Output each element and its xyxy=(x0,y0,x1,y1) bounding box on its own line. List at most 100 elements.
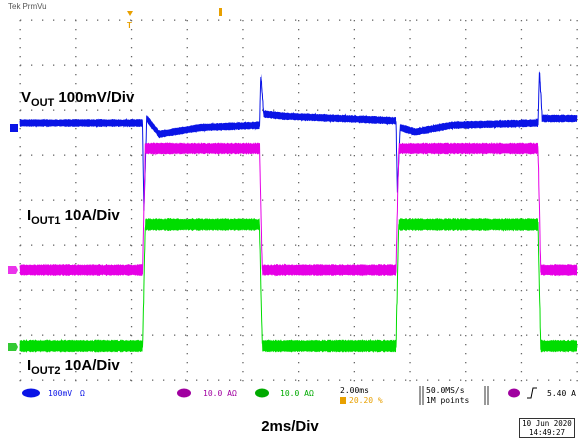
grid-dot xyxy=(306,289,308,291)
grid-dot xyxy=(31,19,33,21)
grid-dot xyxy=(353,146,355,148)
grid-dot xyxy=(31,379,33,381)
grid-dot xyxy=(405,109,407,111)
grid-dot xyxy=(520,353,523,355)
grid-dot xyxy=(465,380,467,382)
grid-dot xyxy=(186,380,188,382)
grid-dot xyxy=(185,244,187,246)
grid-dot xyxy=(298,200,300,202)
grid-dot xyxy=(75,128,77,130)
grid-dot xyxy=(42,199,44,201)
grid-dot xyxy=(409,200,411,202)
trigger-source-badge[interactable] xyxy=(508,388,520,398)
grid-dot xyxy=(130,47,133,49)
grid-dot xyxy=(295,19,297,21)
ch1-badge[interactable] xyxy=(22,388,40,398)
grid-dot xyxy=(186,47,188,49)
grid-dot xyxy=(31,199,33,201)
grid-dot xyxy=(353,218,355,220)
grid-dot xyxy=(576,146,578,148)
grid-dot xyxy=(361,199,363,201)
grid-dot xyxy=(576,326,578,328)
grid-dot xyxy=(353,191,355,193)
grid-dot xyxy=(186,245,188,247)
grid-dot xyxy=(242,272,244,274)
grid-dot xyxy=(515,64,517,66)
grid-dot xyxy=(229,64,231,66)
grid-dot xyxy=(262,19,264,21)
grid-dot xyxy=(186,119,188,121)
grid-dot xyxy=(152,109,154,111)
grid-dot xyxy=(229,109,231,111)
grid-dot xyxy=(196,19,198,21)
grid-dot xyxy=(515,379,517,381)
grid-dot xyxy=(353,164,355,166)
grid-dot xyxy=(75,38,77,40)
grid-dot xyxy=(416,379,418,381)
grid-dot xyxy=(438,379,440,381)
grid-dot xyxy=(520,119,523,121)
grid-dot xyxy=(298,236,300,238)
grid-dot xyxy=(19,101,21,103)
grid-dot xyxy=(130,371,133,373)
trigger-marker-2 xyxy=(219,8,222,16)
grid-dot xyxy=(537,244,539,246)
grid-dot xyxy=(576,299,578,301)
grid-dot xyxy=(262,154,264,156)
grid-dot xyxy=(471,289,473,291)
grid-dot xyxy=(416,64,418,66)
grid-dot xyxy=(207,199,209,201)
grid-dot xyxy=(251,199,253,201)
grid-dot xyxy=(409,380,411,382)
ch3-badge[interactable] xyxy=(177,388,191,398)
grid-dot xyxy=(295,109,297,111)
grid-dot xyxy=(361,109,363,111)
grid-dot xyxy=(273,64,275,66)
grid-dot xyxy=(353,47,355,49)
grid-dot xyxy=(465,74,467,76)
grid-dot xyxy=(570,199,572,201)
grid-dot xyxy=(361,244,363,246)
grid-dot xyxy=(570,154,572,156)
grid-dot xyxy=(284,109,286,111)
grid-dot xyxy=(186,290,188,292)
grid-dot xyxy=(119,154,121,156)
grid-dot xyxy=(559,379,561,381)
grid-dot xyxy=(576,119,578,121)
grid-dot xyxy=(186,191,188,193)
grid-dot xyxy=(570,379,572,381)
grid-dot xyxy=(130,290,133,292)
grid-dot xyxy=(19,308,21,310)
grid-dot xyxy=(465,65,467,67)
grid-dot xyxy=(20,244,22,246)
grid-dot xyxy=(262,64,264,66)
grid-dot xyxy=(53,64,55,66)
iout2-label: IOUT2 10A/Div xyxy=(27,357,120,377)
grid-dot xyxy=(242,308,244,310)
grid-dot xyxy=(361,334,363,336)
grid-dot xyxy=(262,244,264,246)
grid-dot xyxy=(130,19,132,21)
grid-dot xyxy=(130,281,133,283)
trigger-position-readout: 20.20 % xyxy=(349,396,383,405)
grid-dot xyxy=(504,244,506,246)
grid-dot xyxy=(298,191,300,193)
grid-dot xyxy=(405,379,407,381)
grid-dot xyxy=(86,289,88,291)
grid-dot xyxy=(317,244,319,246)
grid-dot xyxy=(86,109,88,111)
grid-dot xyxy=(273,19,275,21)
grid-dot xyxy=(163,244,165,246)
grid-dot xyxy=(19,47,21,49)
grid-dot xyxy=(409,20,411,22)
grid-dot xyxy=(465,29,467,31)
svg-text:Ω: Ω xyxy=(232,389,237,398)
ch4-badge[interactable] xyxy=(255,388,269,398)
grid-dot xyxy=(242,254,244,256)
grid-dot xyxy=(438,154,440,156)
grid-dot xyxy=(339,199,341,201)
grid-dot xyxy=(42,19,44,21)
grid-dot xyxy=(460,334,462,336)
grid-dot xyxy=(75,83,77,85)
grid-dot xyxy=(75,182,77,184)
